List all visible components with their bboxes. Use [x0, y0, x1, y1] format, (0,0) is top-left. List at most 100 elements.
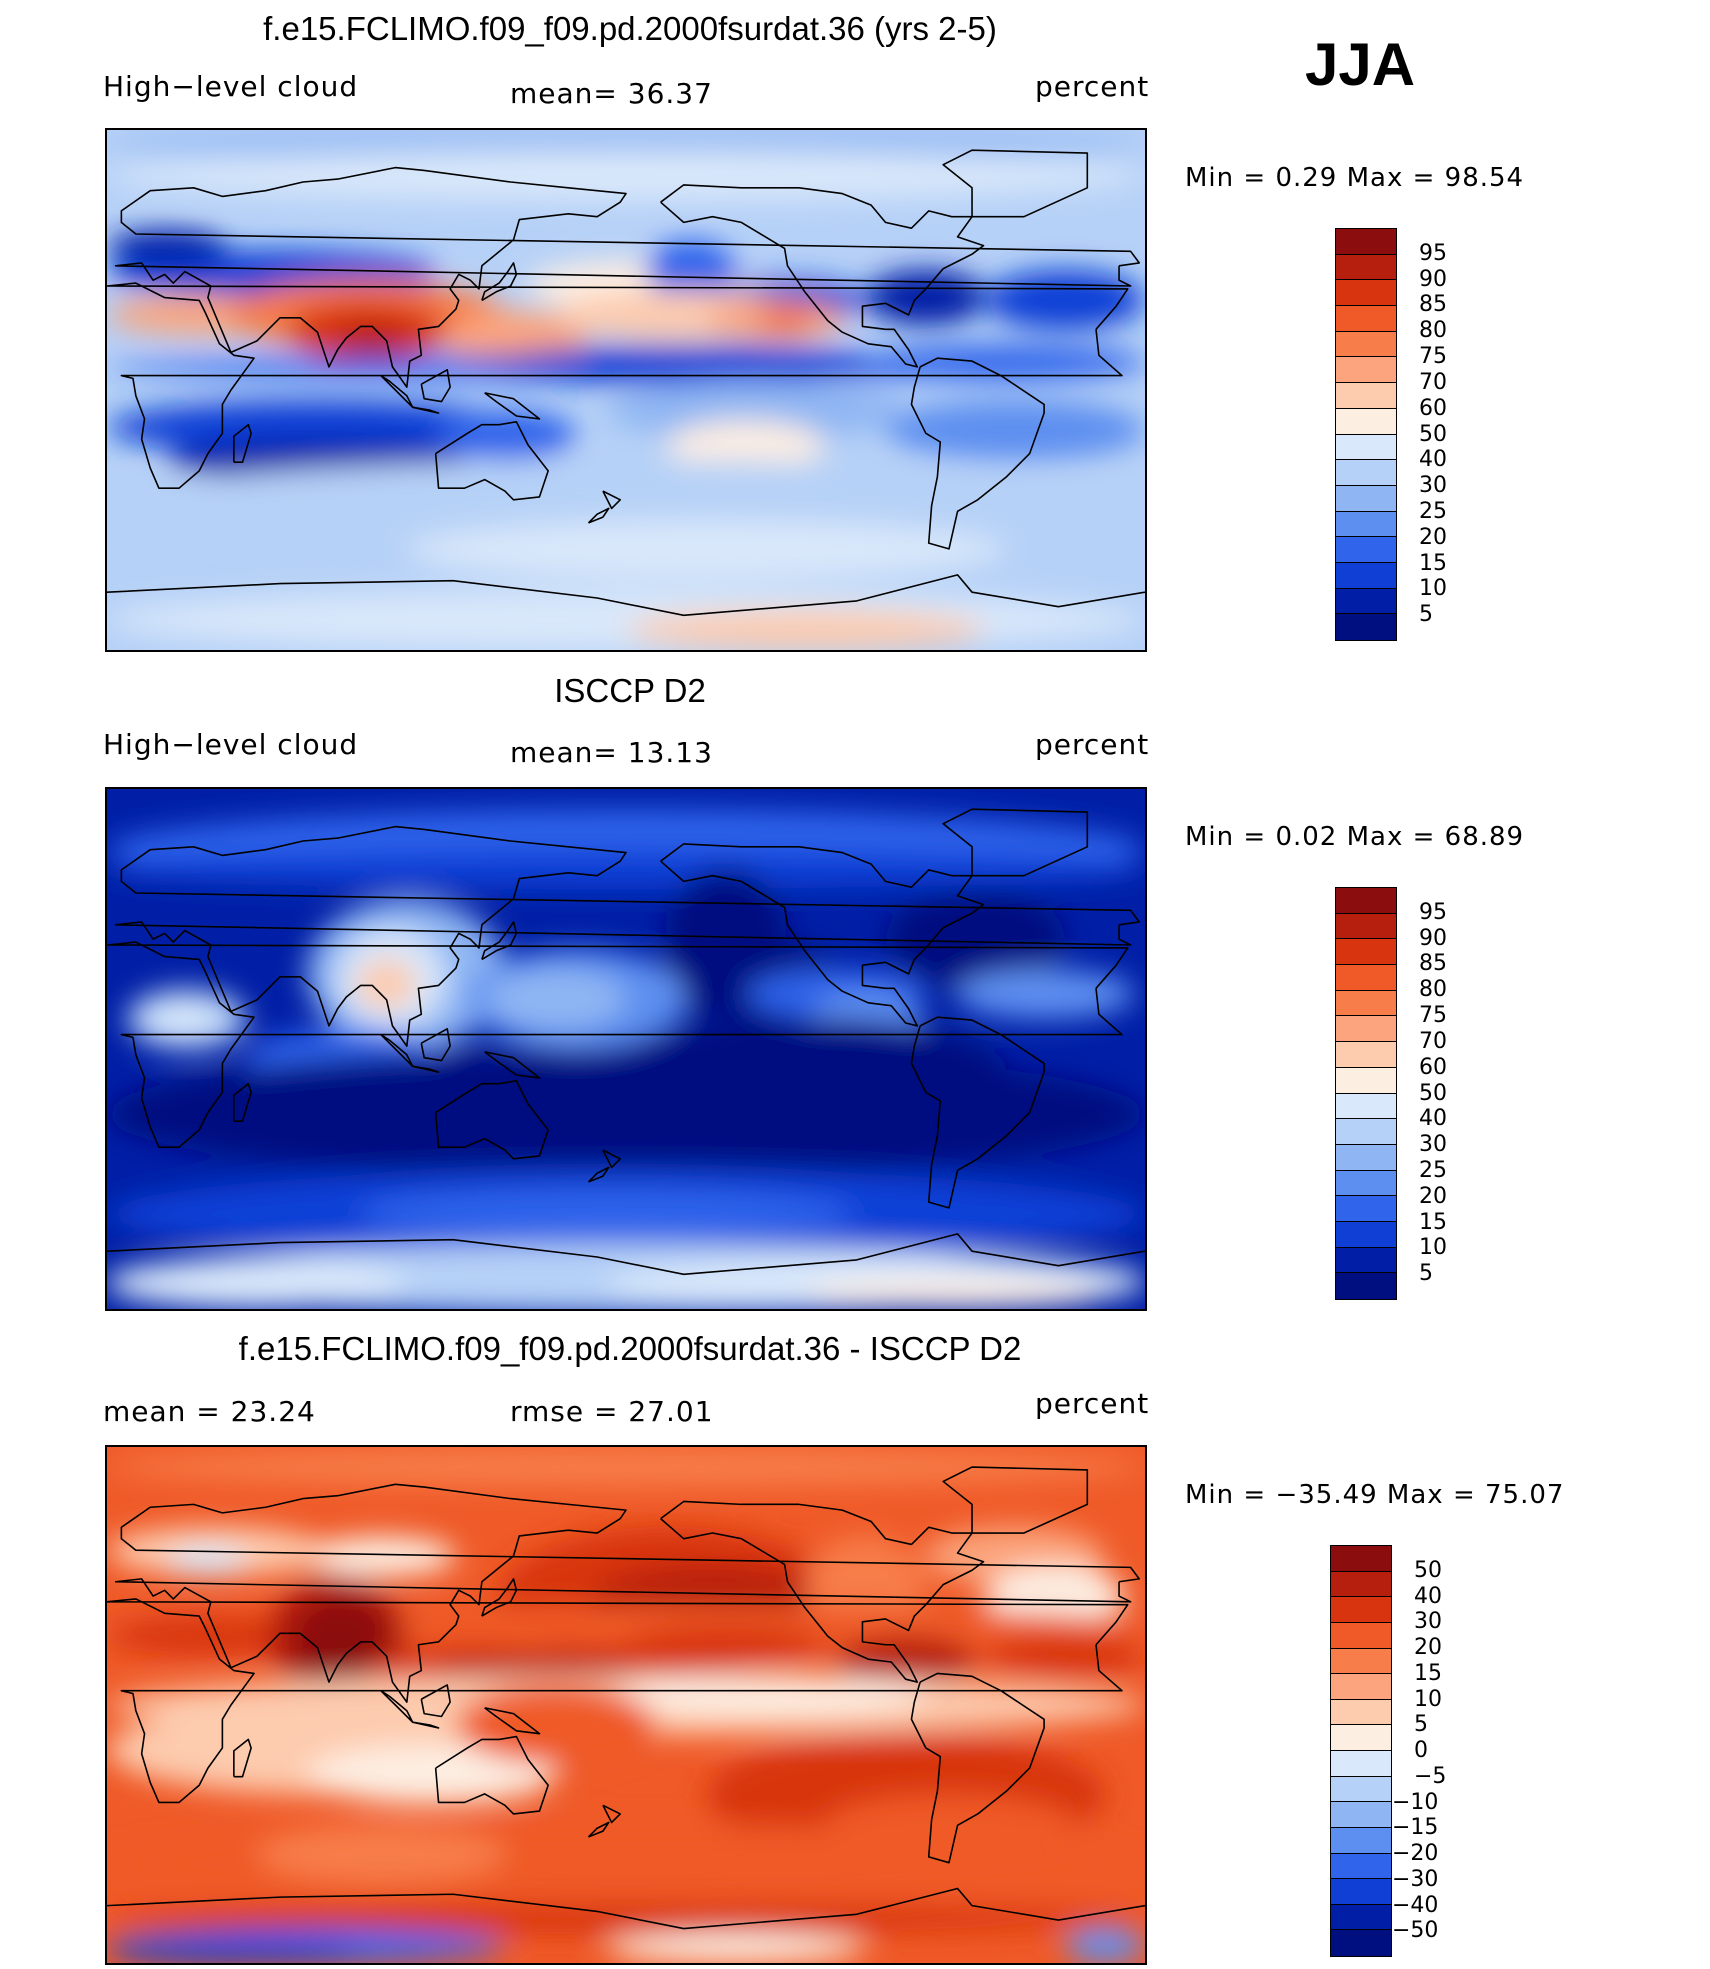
coastline [660, 184, 985, 368]
colorbar-tick-label: 70 [1419, 1028, 1447, 1054]
contour-region [107, 1938, 357, 1963]
coastline [942, 149, 1089, 218]
colorbar-swatch [1331, 1853, 1391, 1880]
contour-region [665, 420, 826, 470]
coastline [587, 507, 610, 524]
contour-region [336, 325, 407, 355]
colorbar-tick-label: 15 [1414, 1660, 1442, 1686]
panel-1-min-max: Min = 0.29 Max = 98.54 [1185, 163, 1525, 193]
contour-region [985, 1566, 1126, 1626]
coastline [484, 1051, 541, 1079]
contour-region [107, 1615, 307, 1656]
contour-region [865, 270, 986, 325]
colorbar-tick-label: 80 [1419, 318, 1447, 344]
coastline [412, 1065, 440, 1073]
colorbar-swatch [1331, 1571, 1391, 1598]
coastline [107, 1233, 1145, 1276]
colorbar-swatch [1336, 434, 1396, 461]
colorbar-swatch [1331, 1879, 1391, 1905]
contour-region [985, 1635, 1145, 1676]
colorbar-swatch [1336, 357, 1396, 384]
colorbar-tick-label: 20 [1419, 1183, 1447, 1209]
coastline [587, 1166, 610, 1183]
colorbar-tick-label: 50 [1419, 1080, 1447, 1106]
panel-1-mean-label: mean= 36.37 [510, 77, 713, 110]
colorbar-swatch [1336, 1093, 1396, 1120]
contour-region [356, 959, 417, 1009]
colorbar-tick-label: 80 [1419, 977, 1447, 1003]
colorbar-tick-label: 20 [1419, 524, 1447, 550]
panel-2-colorbar [1335, 887, 1397, 1300]
contour-region [1065, 1928, 1145, 1963]
panel-2-variable-label: High−level cloud [103, 728, 359, 761]
colorbar-tick-label: −20 [1392, 1841, 1439, 1866]
colorbar-swatch [1336, 614, 1396, 640]
panel-2-min-max: Min = 0.02 Max = 68.89 [1185, 822, 1525, 852]
colorbar-swatch [1336, 408, 1396, 435]
colorbar-swatch [1336, 939, 1396, 966]
contour-region [885, 400, 1145, 460]
contour-field [107, 130, 1145, 650]
panel-3-mean-label: mean = 23.24 [103, 1395, 316, 1428]
colorbar-tick-label: 5 [1419, 602, 1433, 628]
contour-region [107, 849, 1145, 889]
colorbar-swatch [1336, 1247, 1396, 1274]
contour-region [107, 150, 1145, 200]
contour-region [107, 1447, 1145, 1487]
colorbar-tick-label: 30 [1419, 1132, 1447, 1158]
panel-2-title: ISCCP D2 [554, 672, 706, 709]
contour-region [626, 610, 986, 650]
colorbar-tick-label: 40 [1419, 447, 1447, 473]
colorbar-swatch [1336, 511, 1396, 538]
panel-3-min-max: Min = −35.49 Max = 75.07 [1185, 1480, 1565, 1510]
colorbar-tick-label: 75 [1419, 1003, 1447, 1029]
contour-region [291, 1595, 392, 1686]
colorbar-swatch [1331, 1597, 1391, 1623]
colorbar-tick-label: 5 [1414, 1712, 1428, 1738]
panel-3-units-label: percent [1035, 1387, 1150, 1420]
colorbar-tick-label: 95 [1419, 240, 1447, 266]
contour-region [865, 345, 1145, 380]
coastlines [107, 1466, 1145, 1930]
colorbar-tick-label: 5 [1419, 1261, 1433, 1287]
contour-region [805, 1279, 1106, 1309]
contour-map [107, 1447, 1145, 1963]
contour-region [955, 969, 1136, 1019]
coastline [114, 1483, 1141, 1703]
colorbar-swatch [1331, 1776, 1391, 1803]
coastlines [107, 808, 1145, 1276]
coastline [942, 1466, 1089, 1534]
colorbar-tick-label: 50 [1414, 1557, 1442, 1583]
coastline [380, 1690, 414, 1723]
colorbar-swatch [1331, 1699, 1391, 1726]
colorbar-swatch [1336, 1144, 1396, 1171]
contour-region [755, 310, 816, 330]
colorbar-swatch [1336, 1170, 1396, 1197]
coastline [233, 1738, 252, 1778]
colorbar-swatch [1336, 331, 1396, 358]
coastline [114, 825, 1141, 1047]
contour-region [166, 1546, 247, 1576]
contour-region [626, 1625, 826, 1666]
colorbar-tick-label: 50 [1419, 421, 1447, 447]
panel-1-title: f.e15.FCLIMO.f09_f09.pd.2000fsurdat.36 (… [263, 10, 997, 47]
colorbar-tick-label: −30 [1392, 1866, 1439, 1892]
colorbar-tick-label: 15 [1419, 1209, 1447, 1235]
panel-3-map [105, 1445, 1147, 1965]
colorbar-swatch [1331, 1648, 1391, 1675]
colorbar-swatch [1331, 1674, 1391, 1700]
colorbar-tick-label: 90 [1419, 925, 1447, 951]
contour-region [356, 1189, 856, 1239]
colorbar-tick-label: −15 [1392, 1815, 1439, 1841]
contour-region [885, 889, 1066, 989]
colorbar-tick-label: 10 [1419, 576, 1447, 602]
colorbar-swatch [1336, 537, 1396, 563]
colorbar-swatch [1336, 965, 1396, 991]
coastline [233, 1082, 252, 1123]
colorbar-swatch [1336, 383, 1396, 409]
coastline [412, 1721, 440, 1729]
colorbar-swatch [1336, 888, 1396, 914]
colorbar-swatch [1336, 1042, 1396, 1068]
colorbar-tick-label: 70 [1419, 369, 1447, 395]
coastline [434, 1735, 549, 1815]
